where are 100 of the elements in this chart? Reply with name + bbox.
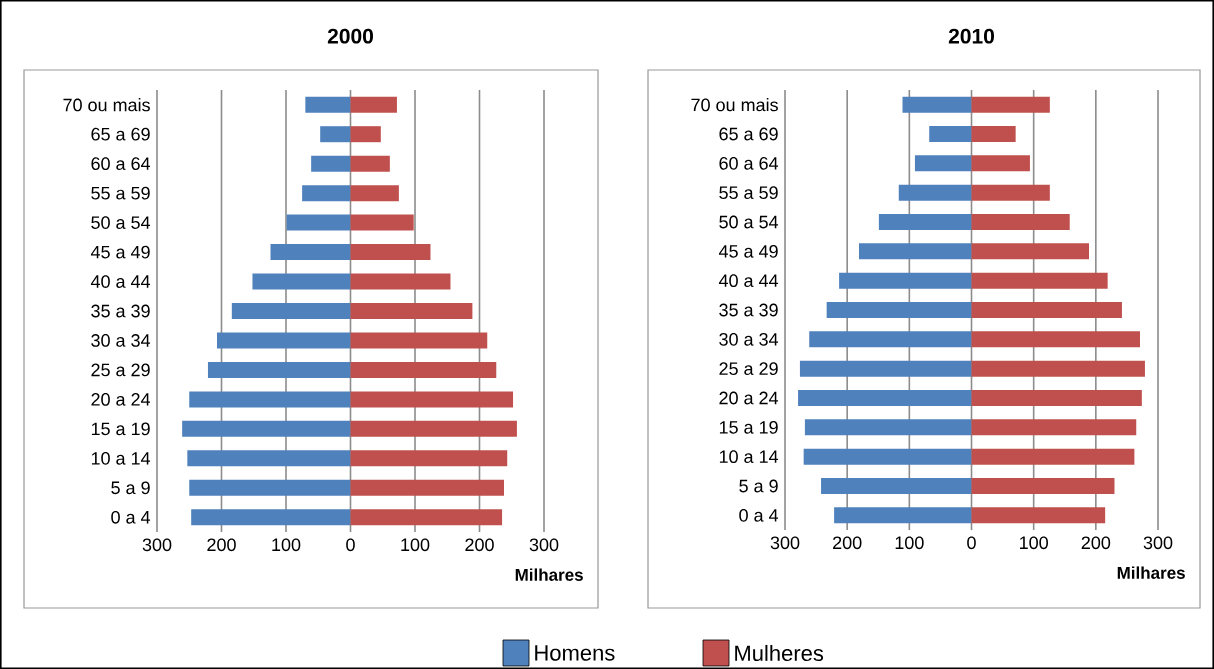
y-tick-label: 25 a 29 (719, 362, 778, 376)
bar (971, 419, 1137, 436)
bar (971, 302, 1122, 318)
x-tick-label: 100 (401, 538, 430, 552)
bar (971, 331, 1140, 348)
y-tick-label: 30 a 34 (719, 332, 779, 346)
y-tick-label: 60 a 64 (91, 157, 151, 171)
x-tick-label: 200 (465, 538, 494, 552)
bar (834, 507, 972, 524)
bar (350, 273, 451, 290)
bar (216, 332, 351, 349)
bar (809, 331, 972, 348)
y-tick-label: 70 ou mais (691, 98, 778, 112)
bar (914, 155, 972, 172)
bar (350, 244, 431, 261)
bar (821, 478, 972, 494)
bar (311, 155, 351, 172)
y-tick-label: 25 a 29 (91, 363, 150, 377)
y-tick-label: 35 a 39 (91, 304, 150, 318)
chart-title: 2010 (948, 28, 994, 44)
bar (189, 391, 351, 408)
bar (350, 450, 508, 467)
y-tick-label: 20 a 24 (91, 393, 151, 406)
y-tick-label: 10 a 14 (719, 450, 779, 464)
bar (286, 214, 351, 231)
bar (207, 361, 351, 378)
bar (971, 507, 1106, 524)
x-tick-label: 300 (1143, 536, 1173, 550)
x-tick-label: 300 (770, 536, 800, 550)
bar (971, 360, 1145, 377)
bar (971, 272, 1108, 289)
bar (826, 302, 972, 318)
bar (350, 509, 503, 526)
bar (971, 214, 1070, 230)
y-tick-label: 15 a 19 (91, 422, 150, 436)
y-tick-label: 50 a 54 (719, 215, 779, 229)
bar (350, 96, 397, 113)
y-tick-label: 60 a 64 (719, 156, 779, 170)
bar (231, 303, 351, 319)
bar (971, 448, 1135, 465)
bar (971, 155, 1030, 172)
bar (350, 155, 390, 172)
bar (971, 184, 1050, 201)
bar (350, 126, 381, 143)
bar (839, 272, 972, 289)
x-tick-label: 100 (272, 538, 301, 552)
bar (305, 96, 351, 113)
y-tick-label: 45 a 49 (90, 245, 150, 259)
y-tick-label: 10 a 14 (91, 451, 151, 465)
bar (803, 448, 972, 465)
bar (350, 332, 488, 349)
y-tick-label: 30 a 34 (91, 334, 151, 347)
bar (350, 420, 517, 437)
bar (971, 243, 1089, 260)
chart-title: 2000 (327, 28, 373, 44)
x-tick-label: 200 (1081, 536, 1111, 550)
x-tick-label: 0 (346, 538, 355, 552)
bar (270, 244, 351, 261)
bar (320, 126, 351, 143)
bar (799, 360, 972, 377)
bar (878, 214, 972, 230)
bar (191, 509, 351, 526)
x-tick-label: 100 (895, 536, 924, 550)
bar (350, 361, 497, 378)
bar (187, 450, 351, 467)
bar (971, 96, 1050, 113)
x-tick-label: 300 (529, 538, 559, 552)
x-tick-label: 300 (142, 538, 172, 552)
y-tick-label: 50 a 54 (91, 216, 151, 229)
y-tick-label: 45 a 49 (718, 244, 778, 258)
y-tick-label: 55 a 59 (91, 186, 150, 200)
x-tick-label: 100 (1020, 536, 1048, 550)
bar (252, 273, 351, 290)
legend-label: Mulheres (735, 644, 824, 662)
x-axis-title: Milhares (515, 568, 583, 581)
x-tick-label: 0 (967, 536, 976, 550)
y-tick-label: 70 ou mais (63, 98, 150, 112)
bar (302, 185, 351, 202)
bar (858, 243, 972, 260)
bar (971, 390, 1142, 406)
bar (971, 478, 1115, 494)
y-tick-label: 5 a 9 (739, 479, 778, 493)
y-tick-label: 40 a 44 (718, 274, 779, 288)
y-tick-label: 65 a 69 (91, 127, 150, 141)
y-tick-label: 35 a 39 (719, 303, 778, 317)
y-tick-label: 5 a 9 (111, 481, 150, 495)
bar (350, 185, 399, 202)
y-tick-label: 15 a 19 (719, 420, 778, 434)
y-tick-label: 55 a 59 (719, 186, 778, 200)
legend-label: Homens (535, 645, 615, 661)
bar (189, 479, 351, 496)
bar (350, 479, 505, 496)
y-tick-label: 40 a 44 (90, 275, 151, 288)
bar (182, 420, 351, 437)
bar (929, 126, 972, 142)
bar (350, 303, 473, 319)
y-tick-label: 65 a 69 (719, 127, 778, 141)
bar (804, 419, 972, 436)
y-tick-label: 20 a 24 (719, 391, 779, 405)
bar (350, 391, 514, 408)
